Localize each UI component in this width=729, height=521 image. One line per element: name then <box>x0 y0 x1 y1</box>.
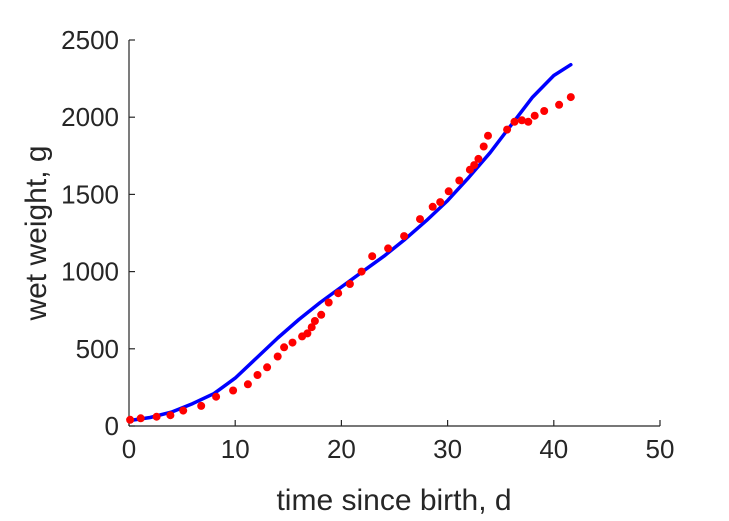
y-tick-label: 2500 <box>61 25 119 55</box>
data-point <box>280 343 289 352</box>
series-layer <box>126 62 575 424</box>
model-curve-line <box>127 62 573 423</box>
data-point <box>455 176 464 185</box>
x-tick-label: 40 <box>539 434 568 464</box>
data-point <box>273 352 282 361</box>
y-tick-label: 500 <box>76 334 119 364</box>
x-axis-label: time since birth, d <box>276 484 511 517</box>
y-tick-label: 2000 <box>61 102 119 132</box>
data-point <box>368 252 377 261</box>
data-point <box>307 323 316 332</box>
y-tick-label: 1500 <box>61 179 119 209</box>
x-tick-label: 0 <box>122 434 136 464</box>
data-point <box>384 244 393 253</box>
data-point <box>428 202 437 211</box>
data-point <box>243 380 252 389</box>
data-point <box>530 111 539 120</box>
data-point <box>263 363 272 372</box>
data-point <box>503 125 512 134</box>
y-axis-label: wet weight, g <box>20 145 53 321</box>
data-point <box>345 280 354 288</box>
x-tick-label: 50 <box>646 434 675 464</box>
data-point <box>179 406 188 415</box>
data-point <box>324 298 333 307</box>
data-point <box>479 142 488 151</box>
data-point <box>517 116 526 125</box>
data-point <box>288 338 297 347</box>
data-point <box>484 131 492 140</box>
data-point <box>436 198 445 207</box>
data-point <box>474 154 483 163</box>
x-tick-label: 30 <box>433 434 462 464</box>
data-point <box>540 107 549 115</box>
data-point <box>197 401 206 410</box>
data-point <box>444 187 453 196</box>
data-point <box>510 117 519 126</box>
x-tick-label: 10 <box>221 434 250 464</box>
data-point <box>229 386 238 395</box>
data-point <box>524 117 533 126</box>
data-point <box>166 411 175 420</box>
data-point <box>126 415 135 424</box>
data-point <box>566 93 575 102</box>
data-point <box>136 414 145 423</box>
x-tick-label: 20 <box>327 434 356 464</box>
data-point <box>555 100 564 109</box>
data-point <box>357 267 366 276</box>
data-point <box>400 232 409 241</box>
y-tick-label: 1000 <box>61 257 119 287</box>
data-point <box>212 392 221 401</box>
data-point <box>253 371 262 379</box>
data-point <box>334 289 343 298</box>
data-point <box>310 317 319 325</box>
data-point <box>317 310 326 319</box>
data-point <box>303 329 312 338</box>
data-point <box>416 215 424 224</box>
data-point <box>152 412 161 421</box>
data-point <box>470 161 479 170</box>
y-tick-label: 0 <box>105 411 119 441</box>
